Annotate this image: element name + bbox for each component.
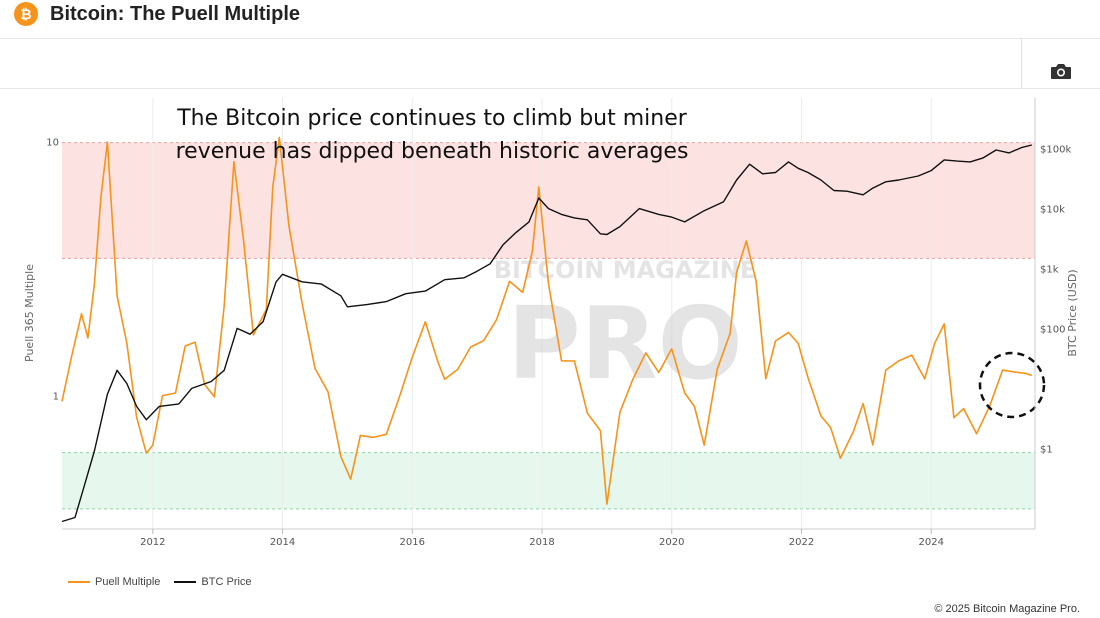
x-tick-label-2024: 2024 — [918, 537, 943, 548]
right-axis-ticks: $100k $10k $1k $100 $1 — [1040, 145, 1071, 456]
series-line-btc-price — [61, 144, 1032, 523]
legend-swatch-puell — [68, 581, 90, 583]
header: ₿ Bitcoin: The Puell Multiple — [0, 0, 1100, 39]
band-low — [62, 452, 1035, 509]
highlight-circle — [978, 351, 1046, 419]
legend-item-btc-price[interactable]: BTC Price — [174, 576, 252, 588]
watermark: BITCOIN MAGAZINE PRO — [494, 256, 757, 402]
series-line-puell-multiple — [61, 136, 1033, 505]
x-tick-label-2012: 2012 — [140, 537, 165, 548]
x-tick-label-2020: 2020 — [659, 537, 684, 548]
legend-label-puell: Puell Multiple — [95, 576, 161, 588]
toolbar-divider — [1021, 38, 1022, 88]
annotation-line-2: revenue has dipped beneath historic aver… — [176, 139, 689, 164]
watermark-line2: PRO — [507, 285, 742, 402]
legend-swatch-btc-price — [174, 581, 197, 583]
x-tick-label-2016: 2016 — [400, 537, 425, 548]
threshold-bands — [62, 142, 1035, 510]
right-axis-title: BTC Price (USD) — [1066, 269, 1079, 356]
left-axis-title: Puell 365 Multiple — [23, 264, 36, 362]
annotation: The Bitcoin price continues to climb but… — [176, 106, 689, 164]
x-tick-label-2014: 2014 — [270, 537, 295, 548]
right-tick-label-100k: $100k — [1040, 145, 1071, 156]
toolbar — [0, 38, 1100, 89]
x-tick-label-2018: 2018 — [529, 537, 554, 548]
series-layer — [61, 136, 1033, 523]
puell-multiple-chart: BITCOIN MAGAZINE PRO The Bitcoin price c… — [23, 98, 1079, 548]
right-tick-label-100: $100 — [1040, 324, 1065, 335]
right-tick-label-10k: $10k — [1040, 205, 1065, 216]
page-title: Bitcoin: The Puell Multiple — [50, 3, 300, 25]
right-tick-label-1: $1 — [1040, 444, 1053, 455]
camera-icon[interactable] — [1050, 62, 1072, 80]
bitcoin-logo-glyph: ₿ — [20, 7, 31, 23]
legend-label-btc-price: BTC Price — [201, 576, 252, 588]
legend-item-puell[interactable]: Puell Multiple — [68, 576, 160, 588]
watermark-line1: BITCOIN MAGAZINE — [494, 256, 757, 284]
left-tick-label-1: 1 — [53, 391, 59, 402]
left-axis-ticks: 10 1 — [46, 138, 59, 403]
bitcoin-logo-icon: ₿ — [14, 2, 38, 26]
grid-lines — [152, 98, 932, 529]
x-tick-label-2022: 2022 — [789, 537, 814, 548]
x-axis-ticks: 2012 2014 2016 2018 2020 2022 2024 — [140, 529, 944, 548]
annotation-line-1: The Bitcoin price continues to climb but… — [176, 106, 688, 131]
right-tick-label-1k: $1k — [1040, 265, 1059, 276]
legend: Puell Multiple BTC Price — [68, 576, 252, 588]
band-high — [62, 142, 1035, 259]
left-tick-label-10: 10 — [46, 138, 59, 149]
copyright: © 2025 Bitcoin Magazine Pro. — [934, 603, 1080, 615]
